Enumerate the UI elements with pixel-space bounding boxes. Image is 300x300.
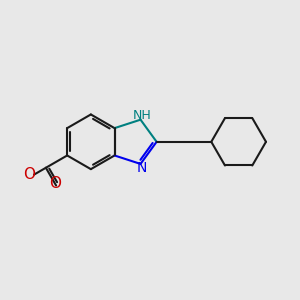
Text: O: O [49, 176, 61, 191]
Text: NH: NH [133, 109, 152, 122]
Text: N: N [137, 161, 147, 175]
Text: O: O [23, 167, 35, 182]
